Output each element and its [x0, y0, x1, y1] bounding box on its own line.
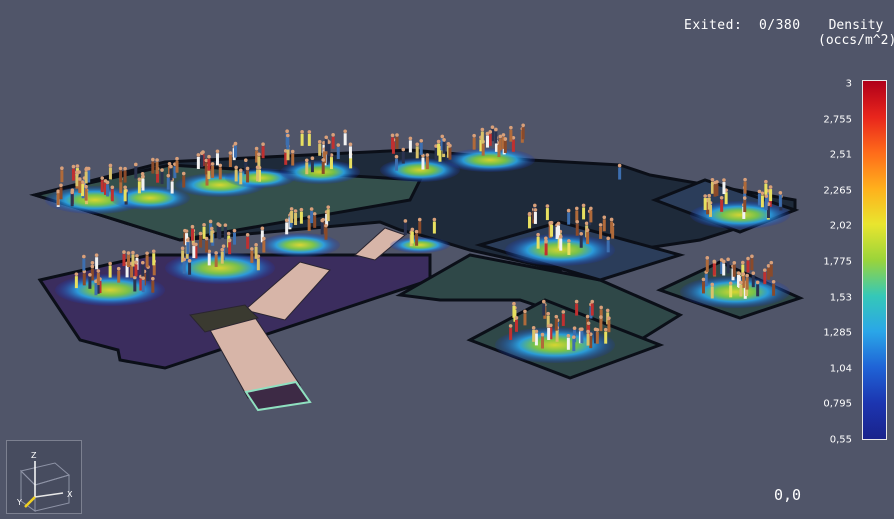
colorbar-tick: 2,51 [829, 149, 852, 161]
colorbar-tick: 3 [845, 78, 852, 90]
x-axis-label: X [67, 490, 73, 499]
colorbar-tick: 2,02 [829, 220, 852, 232]
exited-label: Exited: [684, 18, 743, 33]
y-axis-line [24, 496, 36, 508]
exited-value: 0/380 [758, 18, 801, 33]
colorbar-tick: 1,04 [829, 363, 852, 375]
crowd-group [74, 249, 157, 296]
ramp-upper [353, 227, 406, 261]
ramp-landing [189, 304, 259, 333]
density-heatspot [165, 252, 275, 284]
z-axis-label: Z [31, 451, 37, 460]
crowd-group [196, 141, 265, 186]
crowd-group [703, 177, 783, 220]
crowd-group [180, 219, 266, 275]
colorbar-tick: 0,55 [829, 434, 852, 446]
crowd-group [527, 203, 615, 256]
crowd-group [508, 299, 611, 352]
frame-counter: 0,0 [774, 486, 802, 504]
density-heatspot [110, 186, 190, 210]
density-heatspot [280, 160, 360, 184]
crowd-group [56, 163, 128, 207]
density-heatspot [390, 237, 450, 253]
exited-counter: Exited: 0/380 [684, 18, 801, 33]
ramp-exit-pad [244, 380, 312, 412]
crowd-group [403, 217, 437, 247]
colorbar-tick: 1,775 [823, 256, 852, 268]
density-legend-title: Density (occs/m^2) [818, 18, 894, 48]
density-heatspot [495, 327, 615, 363]
density-heatspot [445, 148, 535, 172]
crowd-group [284, 205, 331, 240]
axis-gizmo-icon: Z X Y [16, 451, 73, 512]
crowd-group [472, 123, 525, 158]
density-colorbar [862, 80, 887, 440]
axis-orientation-widget[interactable]: Z X Y [6, 440, 82, 514]
colorbar-tick: 1,53 [829, 292, 852, 304]
x-axis-line [34, 492, 64, 498]
colorbar-tick: 2,265 [823, 185, 852, 197]
y-axis-label: Y [16, 498, 22, 507]
crowd-group [283, 129, 353, 175]
density-heatspot [380, 158, 460, 182]
density-title: Density [828, 18, 884, 33]
single-occupant [617, 163, 622, 180]
crowd-group [701, 254, 776, 299]
density-unit: (occs/m^2) [818, 33, 894, 48]
crowd-group [133, 156, 186, 194]
ramp-middle [243, 261, 331, 321]
colorbar-tick: 1,285 [823, 327, 852, 339]
density-heatspot [260, 233, 340, 257]
density-heatspot [55, 274, 165, 306]
colorbar-tick: 0,795 [823, 398, 852, 410]
colorbar-tick: 2,755 [823, 114, 852, 126]
crowd-group [390, 133, 452, 171]
